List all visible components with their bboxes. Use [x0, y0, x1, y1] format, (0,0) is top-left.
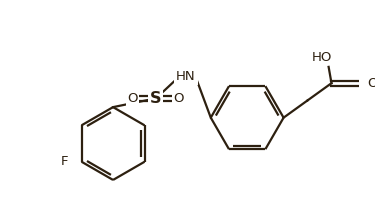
Text: O: O [173, 92, 183, 105]
Text: S: S [150, 91, 161, 106]
Text: HO: HO [312, 51, 332, 64]
Text: HN: HN [176, 70, 196, 83]
Text: O: O [367, 77, 375, 90]
Text: O: O [127, 92, 138, 105]
Text: F: F [61, 155, 68, 168]
